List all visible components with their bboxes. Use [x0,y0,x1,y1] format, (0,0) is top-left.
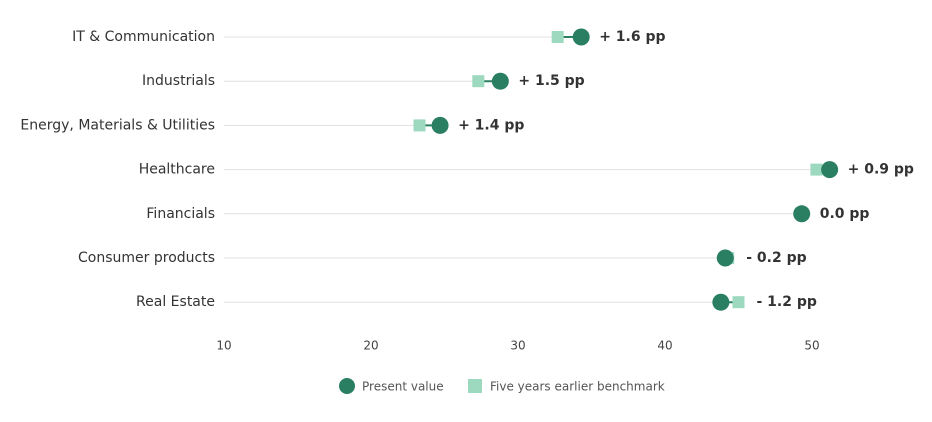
benchmark-marker [551,31,564,43]
difference-label: + 1.5 pp [518,73,584,89]
y-tick-label: Healthcare [139,162,215,178]
present-marker [491,72,509,90]
benchmark-marker [472,75,485,88]
present-marker [821,161,839,179]
y-tick-label: IT & Communication [72,29,215,45]
y-tick-label: Financials [146,206,215,222]
x-tick-label: 40 [657,339,672,353]
y-tick-label: Industrials [142,73,215,89]
benchmark-marker [413,119,426,132]
difference-label: - 1.2 pp [757,294,817,310]
legend-marker [339,378,355,394]
legend-marker [468,379,482,393]
x-tick-label: 20 [363,339,378,353]
y-tick-label: Real Estate [136,294,215,310]
difference-label: + 1.6 pp [599,29,665,45]
legend-label: Present value [362,380,444,394]
difference-label: 0.0 pp [820,206,870,222]
x-tick-label: 10 [216,339,231,353]
present-marker [716,249,734,267]
y-tick-label: Consumer products [78,250,215,266]
benchmark-marker [732,296,745,309]
x-tick-label: 30 [510,339,525,353]
benchmark-marker [810,163,823,176]
y-tick-label: Energy, Materials & Utilities [20,117,215,133]
difference-label: - 0.2 pp [746,250,806,266]
present-marker [431,116,449,134]
present-marker [572,28,590,46]
x-tick-label: 50 [804,339,819,353]
difference-label: + 0.9 pp [848,162,914,178]
present-marker [793,205,811,223]
present-marker [712,293,730,311]
difference-label: + 1.4 pp [458,117,524,133]
legend-label: Five years earlier benchmark [490,380,665,394]
